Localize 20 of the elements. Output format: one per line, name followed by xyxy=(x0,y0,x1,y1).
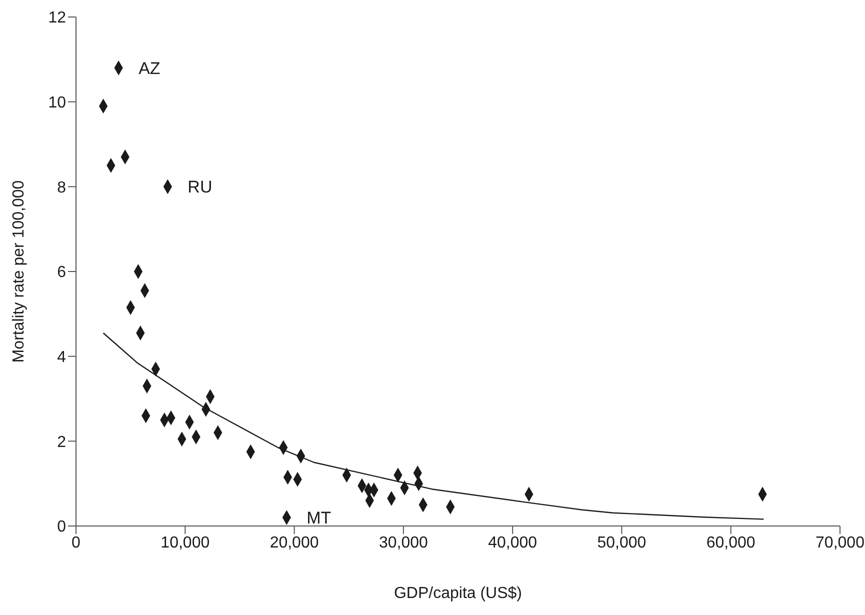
y-tick-label: 8 xyxy=(57,179,66,196)
x-tick-label: 40,000 xyxy=(488,534,538,552)
x-tick-label: 30,000 xyxy=(378,534,428,552)
y-axis-title: Mortality rate per 100,000 xyxy=(10,180,28,363)
x-tick-label: 20,000 xyxy=(270,534,319,552)
y-tick-label: 10 xyxy=(48,94,66,112)
y-tick-label: 4 xyxy=(57,349,66,366)
y-tick-label: 2 xyxy=(57,434,66,451)
x-tick-label: 70,000 xyxy=(816,534,865,552)
annotation: MT xyxy=(306,508,332,528)
annotation: AZ xyxy=(138,58,160,78)
x-tick-label: 50,000 xyxy=(597,534,646,552)
x-tick-label: 60,000 xyxy=(706,534,756,552)
x-tick-label: 0 xyxy=(72,534,81,552)
annotation: RU xyxy=(188,178,212,197)
y-tick-label: 0 xyxy=(57,518,66,536)
y-tick-label: 6 xyxy=(57,264,66,282)
x-axis-title: GDP/capita (US$) xyxy=(394,585,522,602)
y-tick-label: 12 xyxy=(48,10,66,27)
x-tick-label: 10,000 xyxy=(160,534,210,552)
